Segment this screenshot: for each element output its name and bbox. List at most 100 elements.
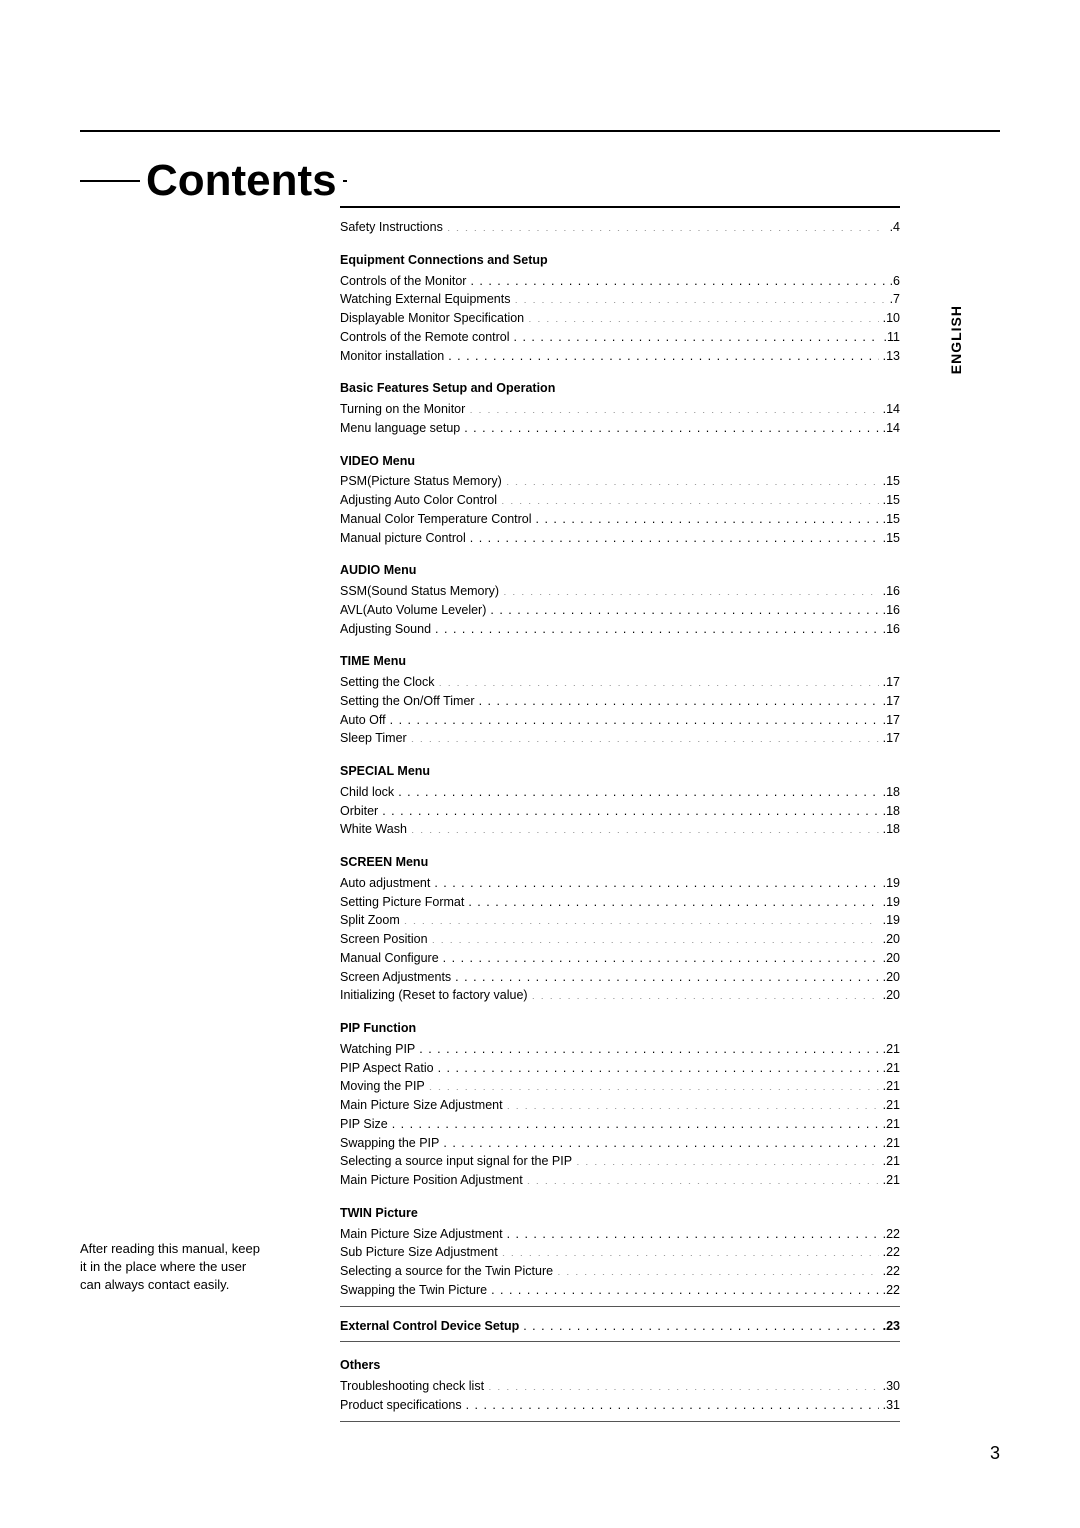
toc-label: Split Zoom <box>340 911 400 930</box>
toc-label: Selecting a source input signal for the … <box>340 1152 572 1171</box>
toc-row: Troubleshooting check list.30 <box>340 1377 900 1396</box>
toc-leader-dots <box>536 510 879 523</box>
toc-leader-dots <box>514 291 885 304</box>
toc-section-title: AUDIO Menu <box>340 561 900 580</box>
toc-row: Sleep Timer.17 <box>340 729 900 748</box>
toc-row: Screen Position .20 <box>340 930 900 949</box>
toc-row: Setting Picture Format.19 <box>340 893 900 912</box>
toc-row: White Wash.18 <box>340 820 900 839</box>
toc-page: .17 <box>883 711 900 730</box>
toc-leader-dots <box>419 1040 878 1053</box>
toc-label: Main Picture Size Adjustment <box>340 1096 503 1115</box>
toc-section-title: PIP Function <box>340 1019 900 1038</box>
toc-label: PIP Aspect Ratio <box>340 1059 434 1078</box>
toc-row: External Control Device Setup.23 <box>340 1317 900 1336</box>
toc-label: Screen Adjustments <box>340 968 451 987</box>
toc-page: .21 <box>883 1134 900 1153</box>
toc-row: AVL(Auto Volume Leveler) .16 <box>340 601 900 620</box>
toc-row: Manual picture Control.15 <box>340 529 900 548</box>
toc-label: Setting the On/Off Timer <box>340 692 475 711</box>
title-left-rule <box>80 180 140 182</box>
toc-label: Watching PIP <box>340 1040 415 1059</box>
toc-label: Controls of the Remote control <box>340 328 510 347</box>
toc-page: .21 <box>883 1171 900 1190</box>
toc-leader-dots <box>439 674 879 687</box>
toc-page: .20 <box>883 949 900 968</box>
toc-page: .20 <box>883 930 900 949</box>
toc-leader-dots <box>576 1153 879 1166</box>
toc-page: .15 <box>883 529 900 548</box>
toc-separator <box>340 1306 900 1307</box>
toc-row: Moving the PIP.21 <box>340 1077 900 1096</box>
toc-leader-dots <box>435 620 879 633</box>
toc-row: SSM(Sound Status Memory).16 <box>340 582 900 601</box>
toc-leader-dots <box>468 893 878 906</box>
toc-page: .15 <box>883 472 900 491</box>
toc-row: Orbiter.18 <box>340 802 900 821</box>
toc-leader-dots <box>382 802 878 815</box>
toc-label: PIP Size <box>340 1115 388 1134</box>
toc-page: .16 <box>883 601 900 620</box>
toc-page: .19 <box>883 911 900 930</box>
toc-page: .17 <box>883 673 900 692</box>
toc-page: .22 <box>883 1262 900 1281</box>
toc-page: .18 <box>883 802 900 821</box>
toc-page: .23 <box>883 1317 900 1336</box>
toc-leader-dots <box>523 1317 878 1330</box>
toc-leader-dots <box>411 821 879 834</box>
toc-label: Manual Configure <box>340 949 439 968</box>
toc-page: .17 <box>883 692 900 711</box>
toc-leader-dots <box>557 1263 879 1276</box>
toc-leader-dots <box>507 1225 879 1238</box>
toc-label: Watching External Equipments <box>340 290 510 309</box>
toc-label: Main Picture Position Adjustment <box>340 1171 523 1190</box>
toc-label: Main Picture Size Adjustment <box>340 1225 503 1244</box>
toc-page: .22 <box>883 1225 900 1244</box>
toc-label: Displayable Monitor Specification <box>340 309 524 328</box>
toc-page: .21 <box>883 1059 900 1078</box>
toc-page: .21 <box>883 1077 900 1096</box>
toc-row: Setting the Clock.17 <box>340 673 900 692</box>
toc-leader-dots <box>514 328 880 341</box>
toc-page: .19 <box>883 874 900 893</box>
toc-row: Monitor installation.13 <box>340 347 900 366</box>
toc-label: Turning on the Monitor <box>340 400 465 419</box>
toc-page: .21 <box>883 1115 900 1134</box>
toc-row: PSM(Picture Status Memory) .15 <box>340 472 900 491</box>
toc-row: Main Picture Size Adjustment .22 <box>340 1225 900 1244</box>
toc-label: AVL(Auto Volume Leveler) <box>340 601 486 620</box>
toc-label: PSM(Picture Status Memory) <box>340 472 502 491</box>
toc-label: Auto Off <box>340 711 386 730</box>
toc-label: Manual Color Temperature Control <box>340 510 532 529</box>
toc-section-title: SCREEN Menu <box>340 853 900 872</box>
toc-bottom-rule <box>340 1421 900 1422</box>
toc-row: Controls of the Remote control.11 <box>340 328 900 347</box>
page-number: 3 <box>990 1443 1000 1464</box>
toc-row: PIP Aspect Ratio .21 <box>340 1059 900 1078</box>
toc-row: Manual Color Temperature Control.15 <box>340 510 900 529</box>
toc-leader-dots <box>488 1378 879 1391</box>
toc-row: Menu language setup.14 <box>340 419 900 438</box>
toc-label: Product specifications <box>340 1396 462 1415</box>
toc-row: Main Picture Size Adjustment.21 <box>340 1096 900 1115</box>
toc-section-title: TWIN Picture <box>340 1204 900 1223</box>
toc-leader-dots <box>438 1059 879 1072</box>
table-of-contents: Safety Instructions.4Equipment Connectio… <box>340 200 900 1432</box>
toc-section-title: Equipment Connections and Setup <box>340 251 900 270</box>
toc-leader-dots <box>501 492 879 505</box>
toc-leader-dots <box>443 949 879 962</box>
toc-page: .21 <box>883 1040 900 1059</box>
toc-label: Monitor installation <box>340 347 444 366</box>
toc-label: SSM(Sound Status Memory) <box>340 582 499 601</box>
toc-row: Selecting a source input signal for the … <box>340 1152 900 1171</box>
toc-label: Child lock <box>340 783 394 802</box>
toc-leader-dots <box>432 931 879 944</box>
toc-label: Adjusting Auto Color Control <box>340 491 497 510</box>
toc-leader-dots <box>464 419 878 432</box>
toc-row: Initializing (Reset to factory value).20 <box>340 986 900 1005</box>
toc-leader-dots <box>479 692 879 705</box>
toc-page: .4 <box>890 218 900 237</box>
toc-page: .21 <box>883 1152 900 1171</box>
toc-row: Split Zoom .19 <box>340 911 900 930</box>
toc-label: Screen Position <box>340 930 428 949</box>
